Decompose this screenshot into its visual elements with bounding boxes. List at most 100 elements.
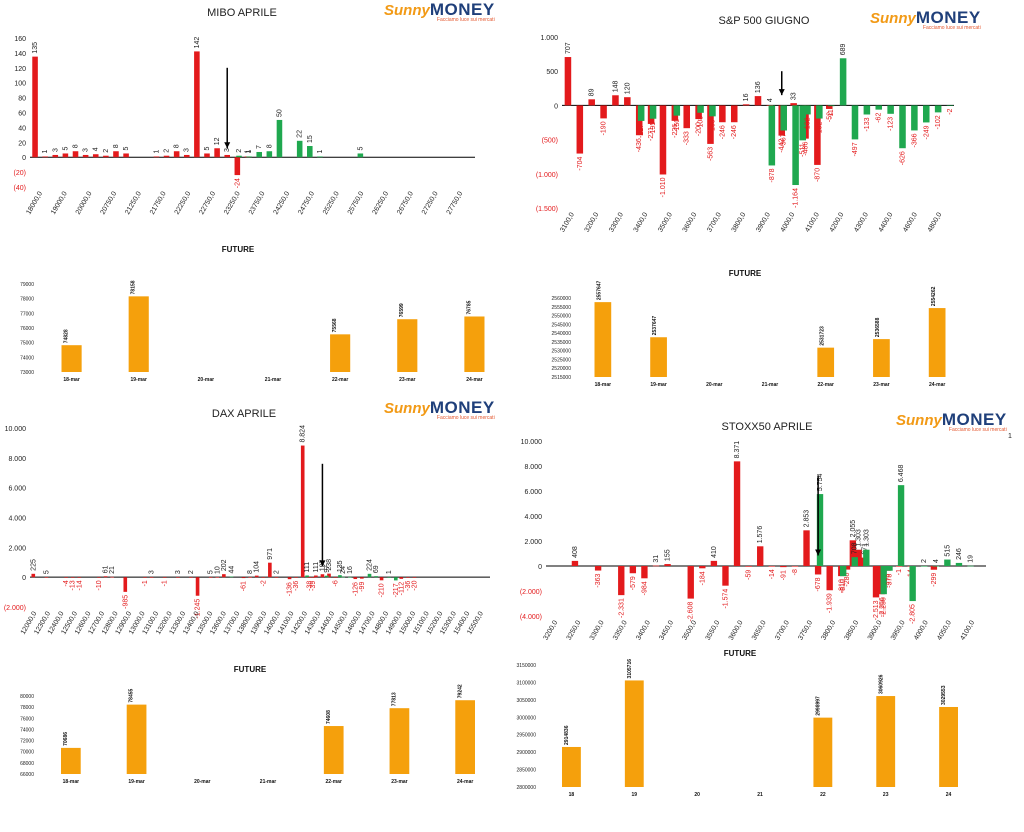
x-tick-label: 4400,0 bbox=[878, 211, 895, 233]
x-tick-label: 4000,0 bbox=[780, 211, 797, 233]
bar-value-label: 2.055 bbox=[850, 520, 857, 538]
y-tick-label: 2800000 bbox=[517, 785, 537, 791]
bar-value-label: -195 bbox=[650, 122, 657, 136]
bar-value-label: -91 bbox=[780, 570, 787, 580]
bar bbox=[70, 577, 75, 578]
x-tick-label: 3500,0 bbox=[657, 211, 674, 233]
y-tick-label: (40) bbox=[14, 185, 26, 192]
bar bbox=[62, 153, 69, 158]
future-bar bbox=[464, 316, 485, 372]
bar-value-label: -200 bbox=[696, 122, 703, 136]
sunny-money-logo: SunnyMONEY Facciamo luce sui mercati bbox=[384, 398, 495, 421]
f-mibo-future-chart: FUTURE 73000 74000 75000 76000 77000 78000 7900… bbox=[20, 245, 485, 383]
bar bbox=[839, 566, 847, 577]
x-tick-label: 19000,0 bbox=[50, 190, 69, 216]
y-tick-label: 2950000 bbox=[517, 733, 537, 739]
x-tick-label: 23250,0 bbox=[223, 190, 242, 216]
y-tick-label: 2555000 bbox=[552, 305, 572, 311]
y-tick-label: 2515000 bbox=[552, 375, 572, 381]
bar-value-label: -36 bbox=[293, 581, 300, 591]
bar bbox=[268, 562, 272, 578]
x-category-label: 21-mar bbox=[762, 382, 778, 388]
y-tick-label: 160 bbox=[14, 36, 26, 43]
bar-value-label: -2 bbox=[260, 580, 267, 586]
y-tick-label: (1.000) bbox=[536, 172, 558, 179]
bar-value-label: -192 bbox=[816, 121, 823, 135]
y-tick-label: 6.000 bbox=[8, 486, 26, 493]
bar-value-label: -160 bbox=[709, 119, 716, 133]
bar-value-label: 15 bbox=[307, 135, 314, 143]
x-category-label: 23-mar bbox=[391, 779, 407, 785]
bar-value-label: -132 bbox=[804, 117, 811, 131]
future-value-label: 78158 bbox=[131, 280, 137, 294]
bar bbox=[826, 105, 833, 109]
bar bbox=[367, 573, 372, 578]
bar bbox=[851, 105, 859, 140]
future-bar bbox=[650, 337, 667, 377]
future-bar bbox=[624, 680, 644, 787]
bar-value-label: 5 bbox=[208, 570, 215, 574]
bar-value-label: 1 bbox=[42, 149, 49, 153]
y-tick-label: 2530000 bbox=[552, 349, 572, 355]
f-dax-future-chart: FUTURE 66000 68000 70000 72000 74000 76000 7800… bbox=[20, 665, 475, 785]
bar-value-label: 4 bbox=[93, 147, 100, 151]
bar-value-label: 16 bbox=[743, 93, 750, 101]
x-tick-label: 3900,0 bbox=[867, 619, 884, 641]
bar-value-label: -246 bbox=[719, 125, 726, 139]
y-tick-label: 3000000 bbox=[517, 715, 537, 721]
future-value-label: 2557647 bbox=[597, 280, 603, 300]
bar bbox=[855, 549, 862, 566]
bar-value-label: 89 bbox=[589, 88, 596, 96]
sunny-money-logo: SunnyMONEY Facciamo luce sui mercati bbox=[384, 0, 495, 23]
bar-value-label: -59 bbox=[746, 570, 753, 580]
bar-value-label: 8 bbox=[247, 570, 254, 574]
future-value-label: 74608 bbox=[326, 710, 332, 724]
bar-value-label: 1 bbox=[386, 570, 393, 574]
bar-value-label: 408 bbox=[572, 546, 579, 558]
y-tick-label: 1.000 bbox=[540, 35, 558, 42]
bar bbox=[214, 148, 220, 158]
bar bbox=[387, 577, 392, 578]
bar bbox=[791, 566, 799, 567]
bar bbox=[629, 566, 637, 574]
bar bbox=[827, 105, 835, 107]
bar bbox=[612, 95, 619, 106]
future-bar bbox=[928, 308, 946, 377]
x-category-label: 20-mar bbox=[198, 377, 214, 383]
future-value-label: 76599 bbox=[399, 303, 405, 317]
x-category-label: 19 bbox=[632, 792, 638, 798]
bar-value-label: 5.754 bbox=[817, 473, 824, 491]
bar-value-label: 8.824 bbox=[300, 425, 307, 443]
y-tick-label: 8.000 bbox=[524, 464, 542, 471]
x-tick-label: 27750,0 bbox=[446, 190, 465, 216]
bar bbox=[780, 105, 787, 131]
bar-value-label: -246 bbox=[731, 125, 738, 139]
bar-value-label: 44 bbox=[229, 566, 236, 574]
future-bar bbox=[330, 334, 351, 372]
future-bar bbox=[389, 708, 410, 774]
future-value-label: 79242 bbox=[457, 684, 463, 698]
bar bbox=[687, 566, 694, 599]
x-category-label: 18-mar bbox=[63, 377, 79, 383]
y-tick-label: 2850000 bbox=[517, 768, 537, 774]
y-tick-label: 8.000 bbox=[8, 456, 26, 463]
bar bbox=[327, 573, 331, 578]
bar-value-label: 8 bbox=[266, 144, 273, 148]
x-tick-label: 3200,0 bbox=[584, 211, 601, 233]
bar-value-label: -249 bbox=[923, 125, 930, 139]
bar-value-label: -626 bbox=[900, 151, 907, 165]
future-value-label: 3105716 bbox=[627, 659, 633, 679]
bar-value-label: 33 bbox=[791, 92, 798, 100]
bar-value-label: -38 bbox=[306, 581, 313, 591]
bar-value-label: -2.513 bbox=[873, 600, 880, 620]
bar bbox=[52, 154, 59, 158]
x-category-label: 21 bbox=[757, 792, 763, 798]
bar bbox=[77, 577, 82, 578]
bar bbox=[887, 105, 894, 114]
bar bbox=[162, 577, 167, 578]
bar-value-label: 104 bbox=[254, 561, 261, 573]
y-tick-label: 74000 bbox=[20, 355, 34, 361]
bar-value-label: 2 bbox=[921, 559, 928, 563]
bar bbox=[673, 105, 681, 116]
